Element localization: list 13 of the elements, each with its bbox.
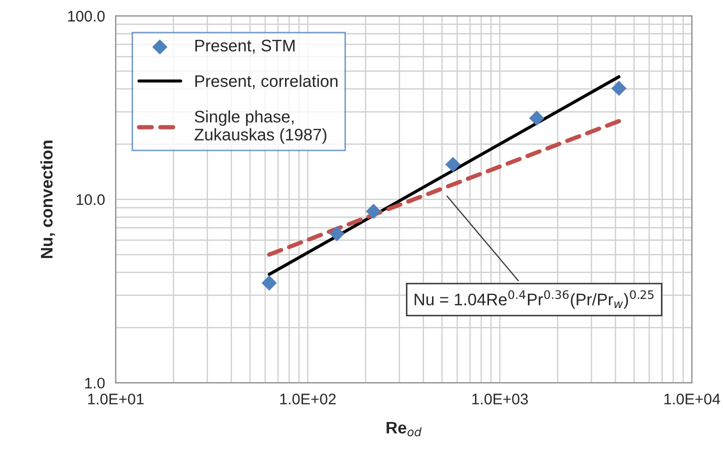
x-tick-label: 1.0E+03 — [472, 394, 528, 404]
legend-label: Single phase, Zukauskas (1987) — [194, 110, 326, 144]
legend-label: Present, correlation — [195, 74, 338, 89]
x-tick-label: 1.0E+01 — [88, 394, 144, 404]
legend-label: Present, STM — [195, 40, 295, 54]
x-tick-label: 1.0E+02 — [280, 394, 336, 404]
y-tick-label: 10.0 — [76, 194, 105, 206]
annotation: Nu = 1.04Re$^{0.4}$Pr$^{0.36}$(Pr/Pr$_{w}$)$^{0.25}$ — [414, 290, 654, 309]
y-tick-label: 1.0 — [85, 378, 105, 389]
x-tick-label: 1.0E+04 — [664, 394, 720, 404]
y-tick-label: 100.0 — [68, 10, 105, 22]
x-axis-title: Re$_{od}$ — [386, 422, 422, 436]
y-axis-title: Nu, convection — [40, 140, 56, 258]
